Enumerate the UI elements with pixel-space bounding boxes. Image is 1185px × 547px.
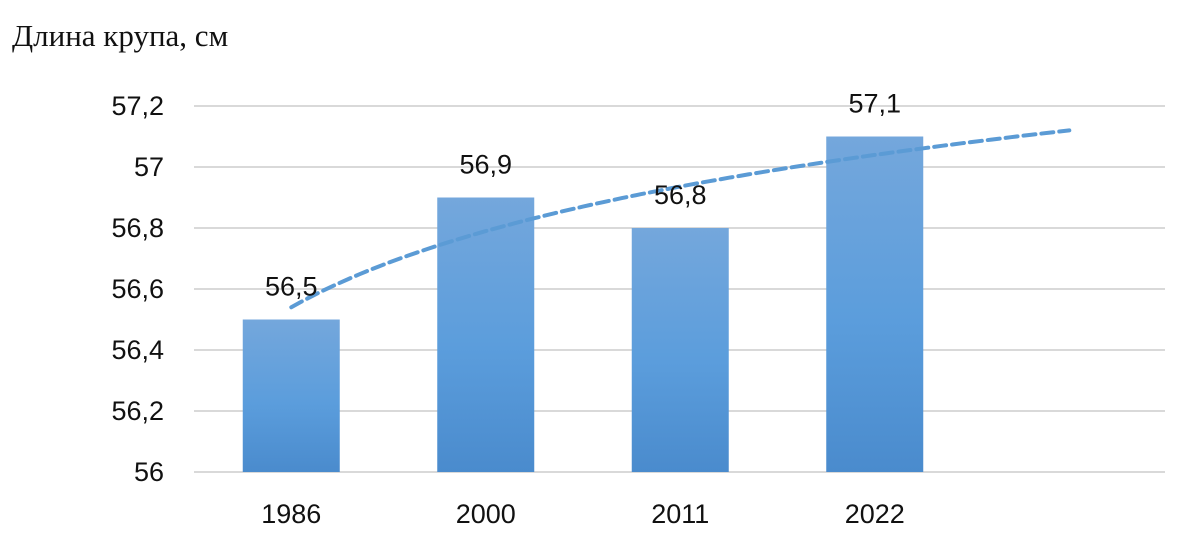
y-tick-label: 56,6 <box>111 274 164 304</box>
x-tick-label: 2011 <box>651 499 709 529</box>
data-label: 56,8 <box>654 180 707 210</box>
bar <box>826 136 924 472</box>
x-tick-label: 2000 <box>456 499 516 529</box>
y-tick-label: 57 <box>134 152 164 182</box>
y-tick-label: 56,8 <box>111 213 164 243</box>
data-label: 57,1 <box>848 89 901 119</box>
bar <box>631 228 729 472</box>
y-tick-label: 56,4 <box>111 335 164 365</box>
y-tick-label: 57,2 <box>111 91 164 121</box>
bar <box>437 197 535 472</box>
data-label: 56,5 <box>265 272 318 302</box>
x-tick-label: 1986 <box>261 499 321 529</box>
data-label: 56,9 <box>459 150 512 180</box>
y-tick-label: 56 <box>134 457 164 487</box>
y-tick-label: 56,2 <box>111 396 164 426</box>
x-tick-label: 2022 <box>845 499 905 529</box>
trendline <box>289 128 1072 310</box>
y-axis-title: Длина крупа, см <box>12 18 229 53</box>
bar <box>242 319 340 472</box>
